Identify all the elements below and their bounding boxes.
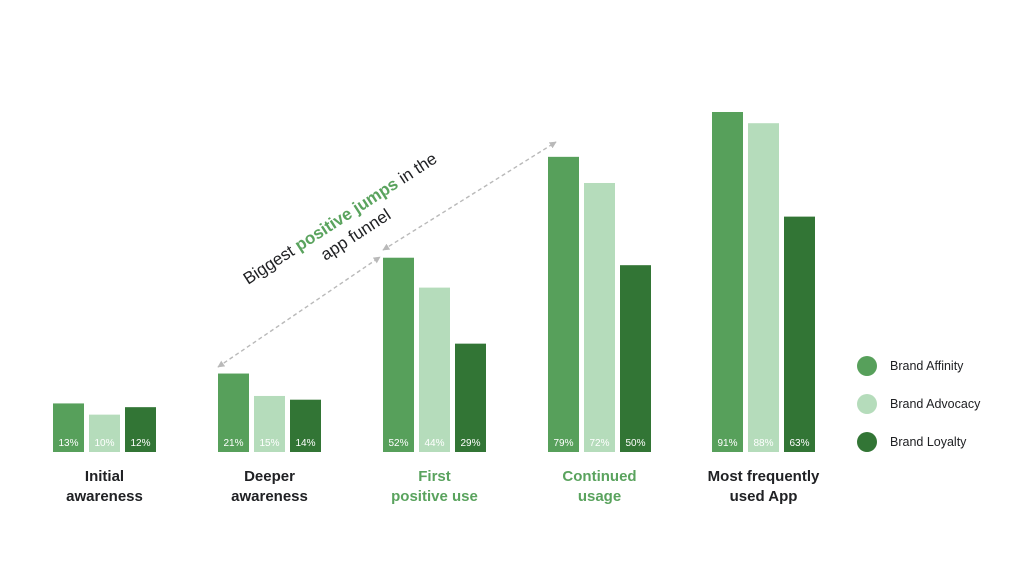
- category-label: Initial: [85, 468, 124, 485]
- category-label: awareness: [231, 488, 308, 505]
- bar-brand-loyalty-3: [620, 265, 651, 452]
- legend-swatch: [857, 394, 877, 414]
- legend-swatch: [857, 356, 877, 376]
- bar-value-label: 10%: [94, 438, 114, 449]
- legend-label: Brand Affinity: [890, 359, 964, 373]
- bar-brand-affinity-1: [218, 373, 249, 452]
- bar-brand-affinity-4: [712, 112, 743, 452]
- bar-value-label: 79%: [553, 438, 573, 449]
- category-label: Continued: [562, 468, 636, 485]
- bar-value-label: 44%: [424, 438, 444, 449]
- bar-value-label: 15%: [259, 438, 279, 449]
- bar-brand-advocacy-4: [748, 123, 779, 452]
- bar-value-label: 21%: [223, 438, 243, 449]
- bar-brand-affinity-0: [53, 403, 84, 452]
- bar-value-label: 52%: [388, 438, 408, 449]
- legend-swatch: [857, 432, 877, 452]
- category-label: usage: [578, 488, 621, 505]
- bar-value-label: 91%: [717, 438, 737, 449]
- category-label: First: [418, 468, 451, 485]
- annotation-arrow-upper: [382, 141, 557, 251]
- category-label: Deeper: [244, 468, 295, 485]
- bar-brand-advocacy-0: [89, 414, 120, 452]
- legend-label: Brand Advocacy: [890, 397, 981, 411]
- bar-brand-loyalty-2: [455, 343, 486, 452]
- bar-value-label: 29%: [460, 438, 480, 449]
- bar-brand-loyalty-4: [784, 216, 815, 452]
- bar-brand-loyalty-0: [125, 407, 156, 452]
- bar-value-label: 14%: [295, 438, 315, 449]
- bar-brand-affinity-3: [548, 156, 579, 453]
- bar-value-label: 72%: [589, 438, 609, 449]
- category-label: used App: [730, 488, 798, 505]
- bar-brand-advocacy-3: [584, 182, 615, 452]
- bar-value-label: 88%: [753, 438, 773, 449]
- bar-value-label: 50%: [625, 438, 645, 449]
- bar-brand-affinity-2: [383, 257, 414, 452]
- category-label: positive use: [391, 488, 478, 505]
- annotation-arrow-lower: [217, 256, 381, 368]
- bar-value-label: 13%: [58, 438, 78, 449]
- category-label: awareness: [66, 488, 143, 505]
- bar-value-label: 63%: [789, 438, 809, 449]
- bar-brand-advocacy-1: [254, 395, 285, 452]
- legend-label: Brand Loyalty: [890, 435, 967, 449]
- bar-brand-advocacy-2: [419, 287, 450, 452]
- bar-value-label: 12%: [130, 438, 150, 449]
- category-label: Most frequently: [708, 468, 820, 485]
- bar-brand-loyalty-1: [290, 399, 321, 452]
